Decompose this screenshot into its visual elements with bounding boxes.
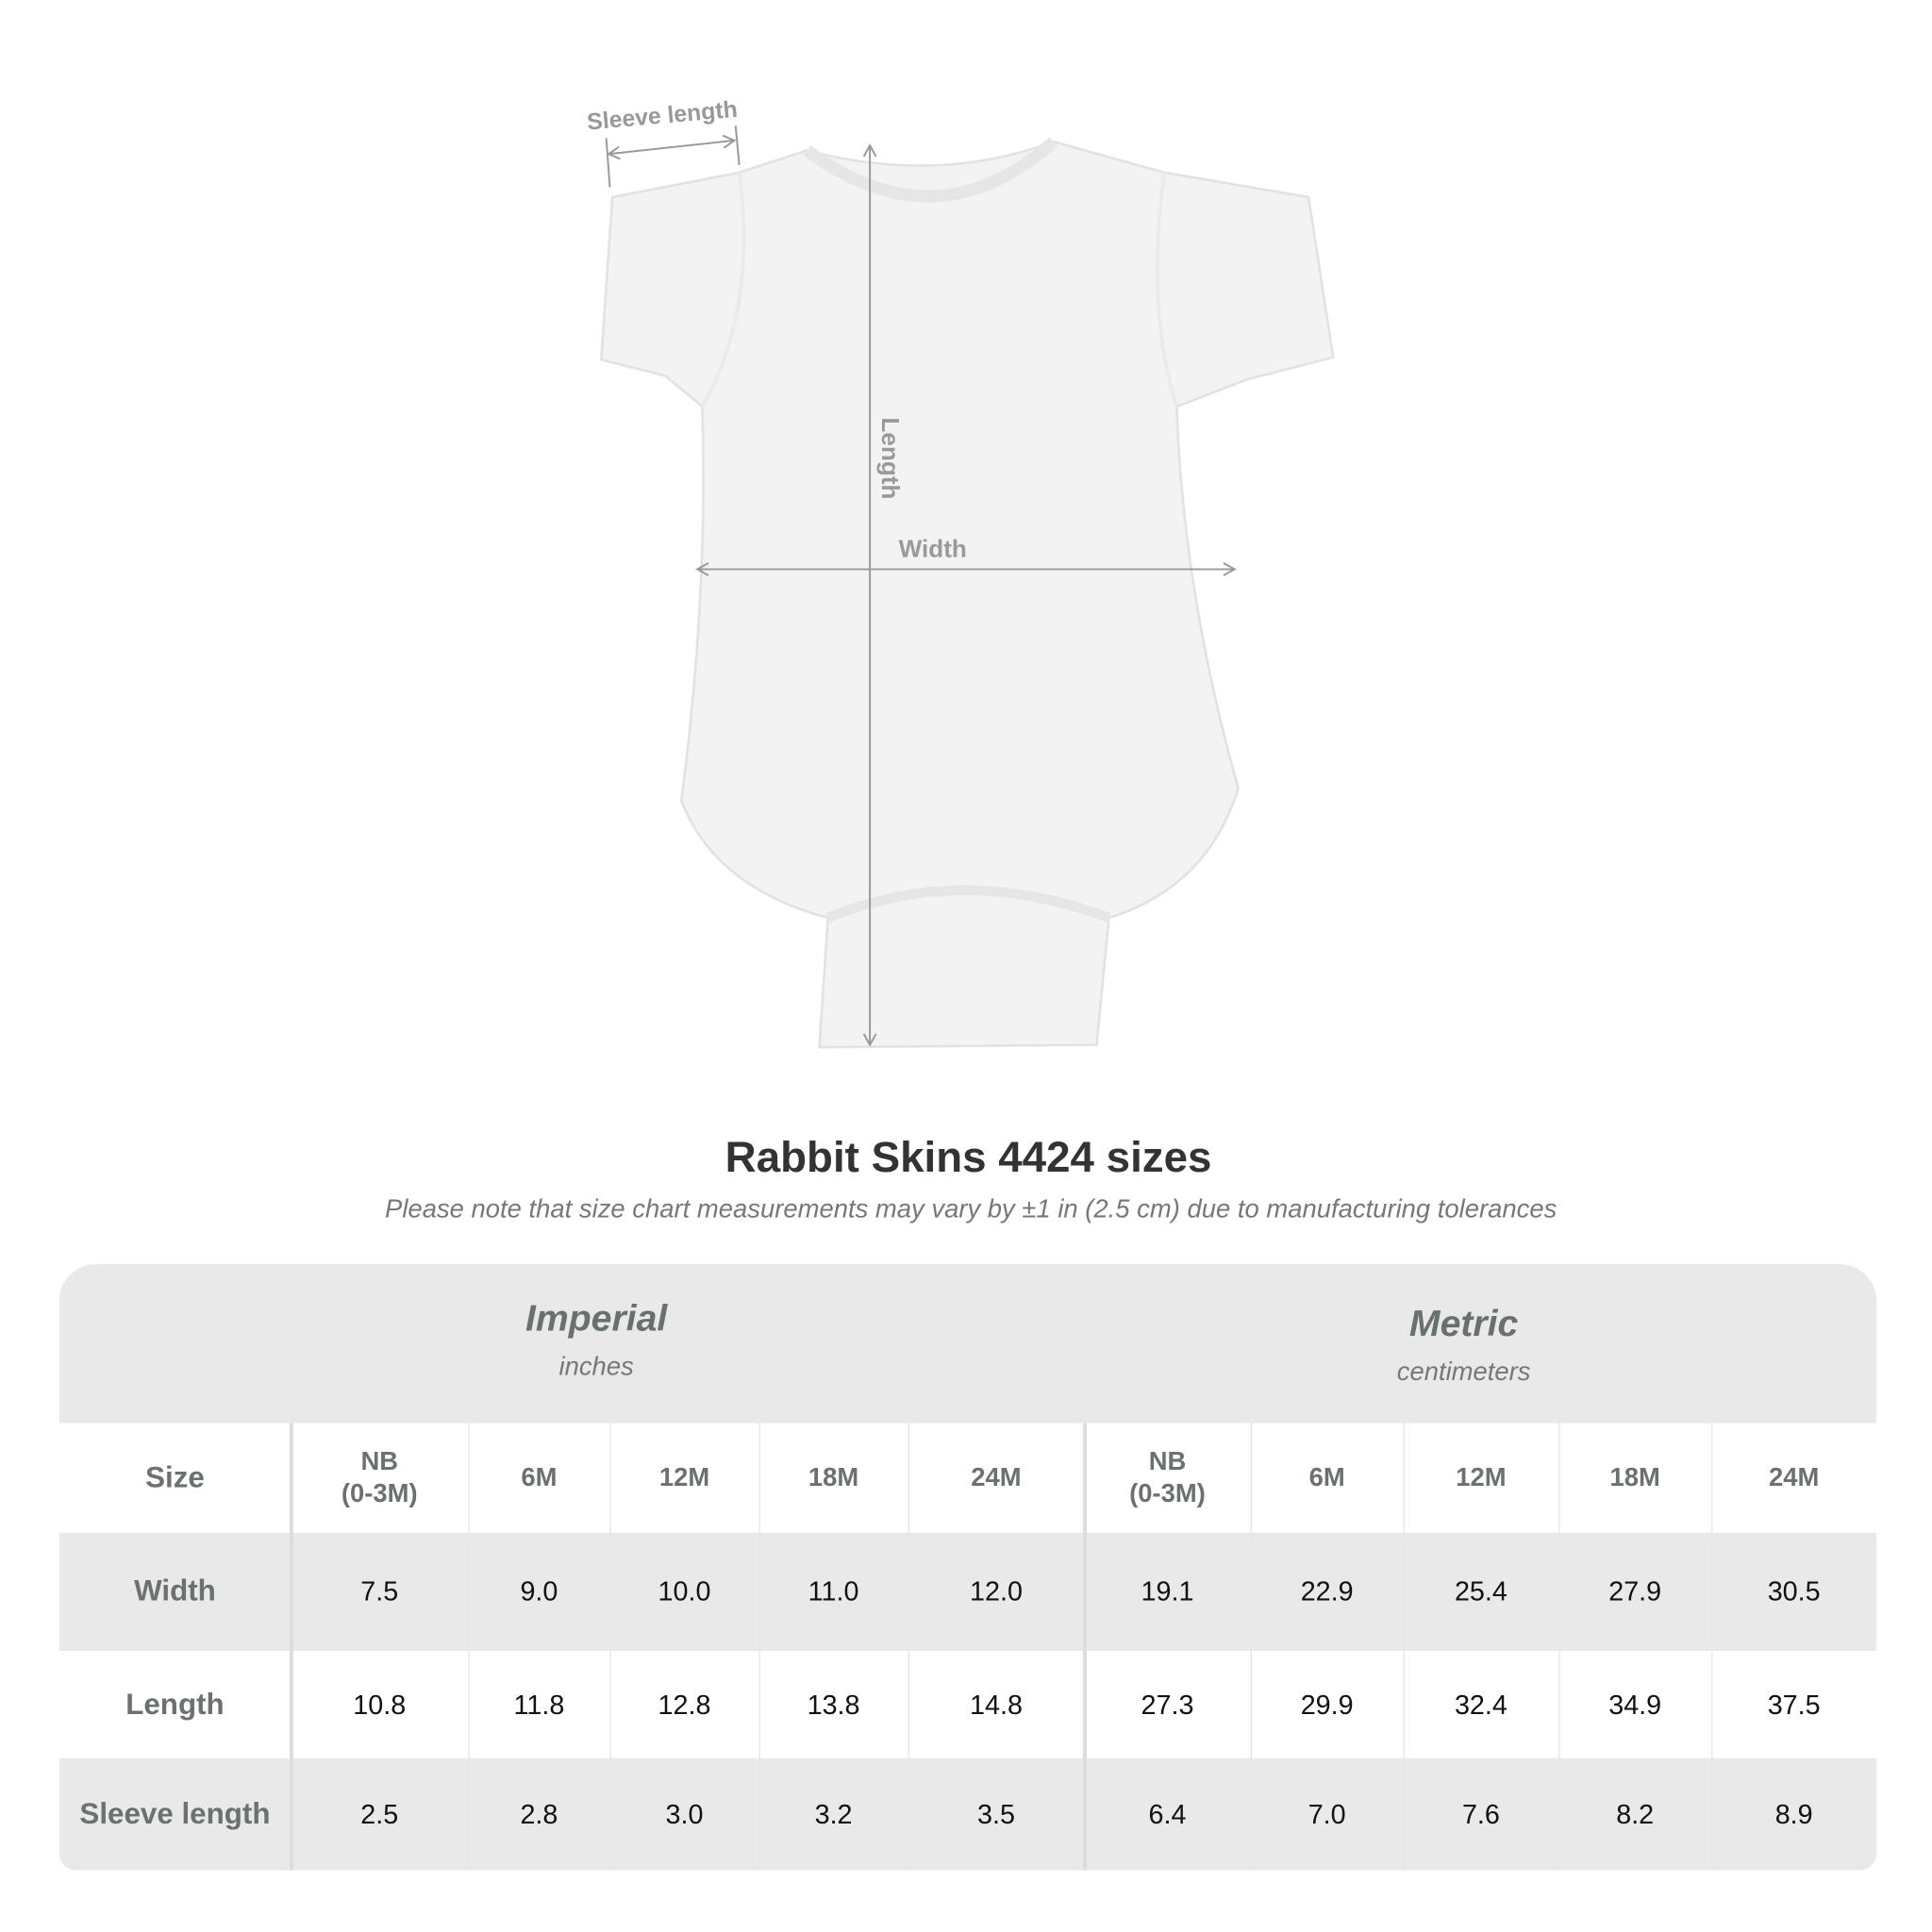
onesie-diagram: Sleeve length Length Width	[586, 97, 1335, 1049]
table-cell: 8.2	[1616, 1798, 1655, 1829]
onesie-shape	[599, 140, 1335, 1049]
table-cell: 2.8	[520, 1798, 558, 1829]
table-cell: 6.4	[1148, 1798, 1187, 1829]
size-column-header: 24M	[971, 1462, 1022, 1492]
size-column-header: NB (0-3M)	[341, 1447, 418, 1508]
size-column-header: 6M	[1308, 1462, 1345, 1492]
table-cell: 29.9	[1300, 1689, 1354, 1720]
table-cell: 3.5	[977, 1798, 1015, 1829]
table-cell: 12.8	[658, 1689, 711, 1720]
size-column-header: 24M	[1768, 1462, 1820, 1492]
column-divider	[908, 1423, 909, 1871]
size-table: Imperial inches Metric centimeters Size N…	[58, 1264, 1877, 1871]
imperial-unit: inches	[558, 1353, 634, 1382]
table-cell: 27.9	[1608, 1575, 1662, 1607]
page-title: Rabbit Skins 4424 sizes	[724, 1133, 1212, 1182]
table-cell: 27.3	[1141, 1689, 1194, 1720]
table-cell: 11.0	[808, 1575, 859, 1607]
sleeve-arrow	[607, 134, 737, 160]
metric-title: Metric	[1408, 1303, 1519, 1344]
column-divider	[1711, 1423, 1713, 1871]
imperial-title: Imperial	[525, 1298, 668, 1340]
table-cell: 7.6	[1461, 1798, 1500, 1829]
table-cell: 25.4	[1454, 1575, 1507, 1607]
size-column-header: 18M	[808, 1462, 859, 1492]
table-cell: 10.8	[353, 1689, 407, 1720]
width-label: Width	[899, 534, 967, 562]
column-divider	[1083, 1423, 1087, 1871]
size-column-header: 6M	[521, 1462, 558, 1492]
table-cell: 3.0	[665, 1798, 704, 1829]
column-divider	[609, 1423, 611, 1871]
length-label: Length	[876, 417, 905, 499]
tolerance-note: Please note that size chart measurements…	[385, 1194, 1557, 1224]
table-cell: 10.0	[658, 1575, 711, 1607]
column-divider	[758, 1423, 760, 1871]
table-cell: 7.5	[360, 1575, 399, 1607]
size-column-header: 12M	[1456, 1462, 1507, 1492]
row-label: Sleeve length	[79, 1796, 271, 1831]
column-divider	[1558, 1423, 1560, 1871]
size-column-header: NB (0-3M)	[1129, 1447, 1206, 1508]
table-cell: 3.2	[814, 1798, 853, 1829]
unit-header	[58, 1264, 1877, 1424]
column-divider	[468, 1423, 470, 1871]
table-cell: 30.5	[1767, 1575, 1821, 1607]
table-cell: 19.1	[1141, 1575, 1194, 1607]
table-cell: 13.8	[807, 1689, 860, 1720]
table-cell: 37.5	[1767, 1689, 1821, 1720]
metric-header: Metric centimeters	[1217, 1304, 1709, 1388]
table-cell: 2.5	[360, 1798, 399, 1829]
table-cell: 22.9	[1300, 1575, 1354, 1607]
size-header: Size	[145, 1460, 205, 1494]
table-cell: 9.0	[520, 1575, 558, 1607]
row-label: Length	[125, 1687, 225, 1721]
sleeve-length-label: Sleeve length	[586, 97, 739, 136]
table-cell: 12.0	[970, 1575, 1023, 1607]
table-cell: 32.4	[1454, 1689, 1507, 1720]
row-label: Width	[134, 1574, 216, 1608]
table-cell: 11.8	[513, 1689, 565, 1720]
table-cell: 8.9	[1774, 1798, 1813, 1829]
table-cell: 7.0	[1307, 1798, 1346, 1829]
metric-unit: centimeters	[1396, 1357, 1531, 1387]
column-divider	[1250, 1423, 1252, 1871]
size-column-header: 12M	[658, 1462, 710, 1492]
imperial-header: Imperial inches	[350, 1299, 842, 1383]
table-cell: 14.8	[970, 1689, 1023, 1720]
table-cell: 34.9	[1608, 1689, 1662, 1720]
size-column-header: 18M	[1609, 1462, 1660, 1492]
column-divider	[289, 1423, 293, 1871]
column-divider	[1403, 1423, 1405, 1871]
